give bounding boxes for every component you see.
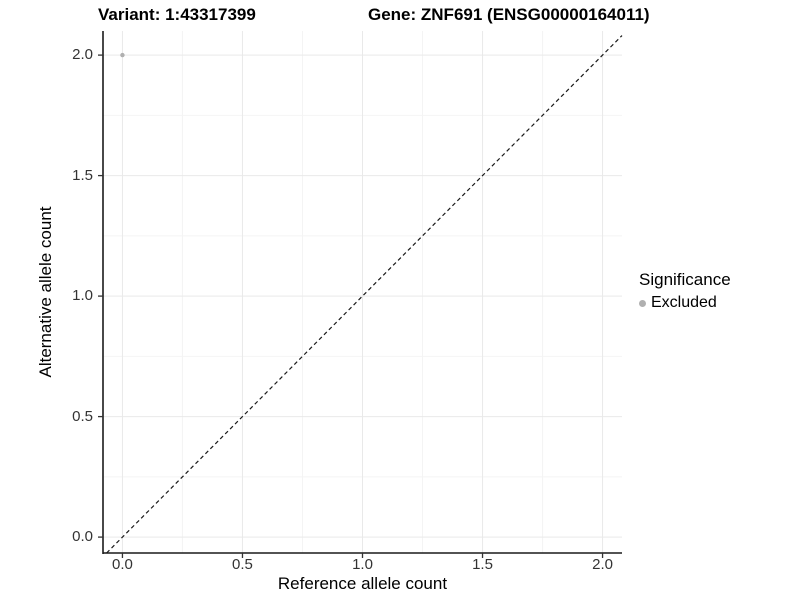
x-tick-label: 2.0: [592, 556, 613, 573]
data-point: [120, 52, 125, 58]
x-tick-label: 1.0: [352, 556, 373, 573]
y-tick-label: 0.0: [72, 528, 93, 546]
x-tick-label: 0.0: [112, 556, 133, 573]
legend: Significance Excluded: [639, 270, 731, 312]
x-tick-label: 1.5: [472, 556, 493, 573]
x-tick-label: 0.5: [232, 556, 253, 573]
legend-title: Significance: [639, 270, 731, 289]
y-tick-label: 1.0: [72, 287, 93, 305]
x-axis-title: Reference allele count: [277, 574, 448, 593]
identity-reference-line: [106, 35, 623, 554]
y-tick-label: 0.5: [72, 407, 93, 425]
legend-point-icon: [639, 299, 646, 307]
y-axis-title: Alternative allele count: [36, 206, 55, 378]
plot-title-gene: Gene: ZNF691 (ENSG00000164011): [368, 5, 650, 24]
legend-item-label: Excluded: [651, 294, 717, 311]
y-tick-label: 2.0: [72, 46, 93, 64]
plot-title-variant: Variant: 1:43317399: [98, 5, 256, 24]
legend-item-excluded: Excluded: [639, 294, 731, 312]
y-tick-label: 1.5: [72, 166, 93, 184]
